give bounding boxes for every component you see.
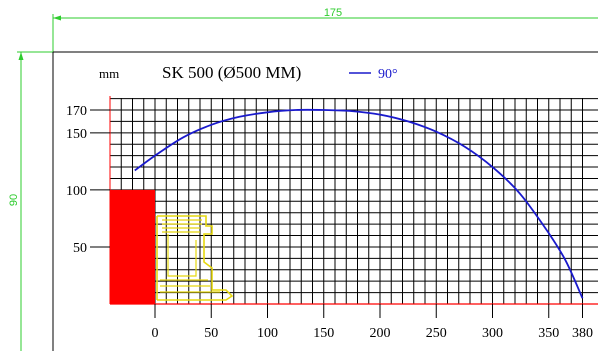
height-dimension-arrow bbox=[18, 52, 24, 60]
x-tick-label: 300 bbox=[482, 326, 503, 341]
dimension-annotations bbox=[17, 14, 598, 351]
x-tick-label: 150 bbox=[313, 326, 334, 341]
y-tick-label: 100 bbox=[66, 184, 87, 199]
legend-label-90: 90° bbox=[378, 67, 398, 82]
chart-title: SK 500 (Ø500 MM) bbox=[162, 63, 301, 82]
door-profile bbox=[156, 215, 234, 301]
width-dimension-arrow bbox=[53, 15, 61, 21]
series-line-0 bbox=[134, 108, 584, 299]
y-tick-label: 150 bbox=[66, 127, 87, 142]
width-dimension-label: 175 bbox=[324, 7, 342, 19]
height-dimension-label: 90 bbox=[8, 194, 20, 206]
wall-block bbox=[110, 189, 155, 304]
plot-axes bbox=[109, 96, 598, 305]
tick-labels: 0 50 100 150 200 250 300 350 380 50 100 150 170 bbox=[66, 104, 593, 341]
y-unit-label: mm bbox=[99, 66, 119, 81]
x-tick-label: 250 bbox=[426, 326, 447, 341]
y-tick-label: 170 bbox=[66, 104, 87, 119]
y-tick-label: 50 bbox=[73, 241, 87, 256]
profile-inner-chamber bbox=[167, 234, 197, 277]
x-tick-label: 200 bbox=[370, 326, 391, 341]
wall-block-layer bbox=[110, 189, 155, 304]
profile-bottom-ribs bbox=[160, 279, 220, 293]
x-tick-label: 0 bbox=[152, 326, 159, 341]
x-tick-label: 50 bbox=[204, 326, 218, 341]
x-tick-label: 380 bbox=[572, 326, 593, 341]
x-tick-label: 100 bbox=[257, 326, 278, 341]
plot-series bbox=[134, 108, 584, 299]
profile-top-ribs bbox=[162, 219, 202, 233]
profile-outline bbox=[157, 215, 234, 301]
x-tick-label: 350 bbox=[538, 326, 559, 341]
